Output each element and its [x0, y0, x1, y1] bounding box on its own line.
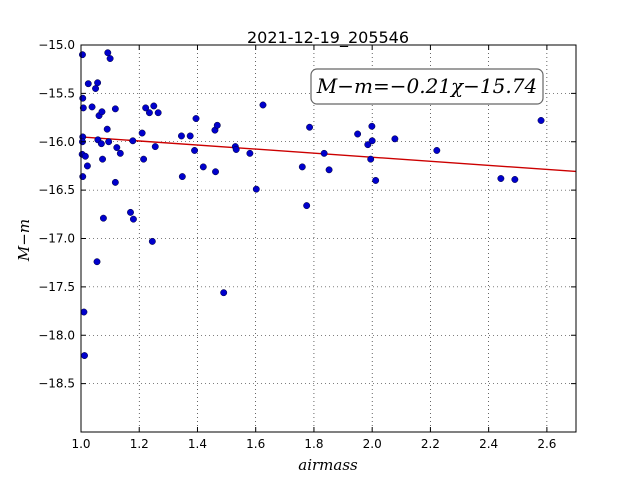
fit-line [80, 136, 577, 173]
x-tick-label: 1.0 [71, 437, 90, 451]
data-point [368, 137, 376, 145]
data-point [83, 162, 91, 170]
data-point [104, 49, 112, 57]
data-point [148, 237, 156, 245]
fit-line-group [80, 136, 577, 173]
x-axis-label: airmass [298, 456, 358, 474]
axes-border [80, 44, 577, 433]
data-point [212, 168, 219, 176]
data-point [127, 208, 134, 216]
y-tick-label: −18.5 [38, 377, 75, 391]
data-point [192, 115, 200, 122]
data-point [178, 173, 186, 181]
equation-box-frame [310, 68, 544, 105]
data-point [320, 149, 328, 157]
data-point [151, 143, 159, 151]
data-point [150, 102, 158, 110]
data-point [97, 140, 105, 148]
data-point [303, 202, 311, 210]
y-tick-label: −17.0 [38, 232, 75, 246]
data-point [113, 144, 121, 152]
data-point [252, 185, 260, 193]
data-point [99, 214, 107, 222]
x-tick-label: 2.2 [421, 437, 440, 451]
data-point [325, 166, 333, 174]
data-point [81, 152, 89, 160]
data-point [213, 121, 221, 129]
y-tick-label: −15.0 [38, 38, 75, 52]
x-tick-label: 1.2 [130, 437, 149, 451]
data-point [191, 147, 199, 154]
data-point [511, 176, 519, 183]
x-tick-label: 1.4 [188, 437, 207, 451]
data-point [154, 109, 162, 117]
data-point [103, 125, 111, 133]
data-point [497, 175, 505, 182]
plot-frame [80, 44, 577, 433]
x-tick-label: 2.0 [363, 437, 382, 451]
data-point [367, 155, 375, 163]
data-point [93, 258, 101, 266]
data-point [372, 177, 380, 184]
data-point [186, 132, 194, 140]
data-point [178, 132, 185, 140]
data-point [306, 123, 314, 131]
data-point [354, 130, 362, 138]
data-point [99, 155, 106, 163]
data-point [94, 79, 102, 87]
data-point [80, 308, 88, 316]
x-tick-label: 1.8 [304, 437, 323, 451]
data-point [92, 85, 100, 92]
data-point [84, 80, 92, 88]
data-point [391, 135, 399, 143]
data-point [106, 55, 114, 62]
data-point [79, 51, 86, 59]
data-point [364, 141, 372, 149]
data-point [79, 104, 87, 112]
y-tick-label: −17.5 [38, 280, 75, 294]
data-point [98, 108, 106, 116]
data-point [199, 163, 207, 171]
data-point [142, 104, 150, 112]
y-tick-label: −16.0 [38, 135, 75, 149]
data-point [81, 352, 88, 360]
data-point [232, 146, 240, 153]
data-point [88, 103, 96, 111]
equation-text: M−m=−0.21χ−15.74 [316, 74, 537, 98]
data-point [105, 138, 113, 146]
fit-equation-box: M−m=−0.21χ−15.74 [310, 68, 544, 105]
data-point [140, 155, 148, 163]
y-tick-label: −18.0 [38, 328, 75, 342]
y-tick-labels: −15.0 −15.5 −16.0 −16.5 −17.0 −17.5 −18.0 −18.5 [38, 38, 75, 391]
data-point [116, 149, 124, 157]
y-axis-label: M−m [15, 219, 33, 262]
chart-title: 2021-12-19_205546 [247, 28, 409, 48]
x-tick-label: 2.4 [479, 437, 498, 451]
y-tick-label: −16.5 [38, 183, 75, 197]
data-point [246, 149, 254, 157]
data-point [145, 109, 153, 117]
data-point [537, 117, 545, 124]
data-point [129, 215, 137, 223]
data-point [111, 178, 119, 186]
x-tick-label: 2.6 [537, 437, 556, 451]
data-point [433, 147, 441, 154]
x-tick-labels: 1.0 1.2 1.4 1.6 1.8 2.0 2.2 2.4 2.6 [71, 437, 556, 451]
data-point [129, 137, 137, 145]
x-tick-label: 1.6 [246, 437, 265, 451]
data-point [368, 122, 376, 130]
data-point [138, 129, 146, 137]
data-point [259, 101, 267, 109]
data-point [220, 289, 228, 297]
y-tick-label: −15.5 [38, 86, 75, 100]
data-point [298, 163, 306, 171]
data-point [111, 105, 119, 113]
